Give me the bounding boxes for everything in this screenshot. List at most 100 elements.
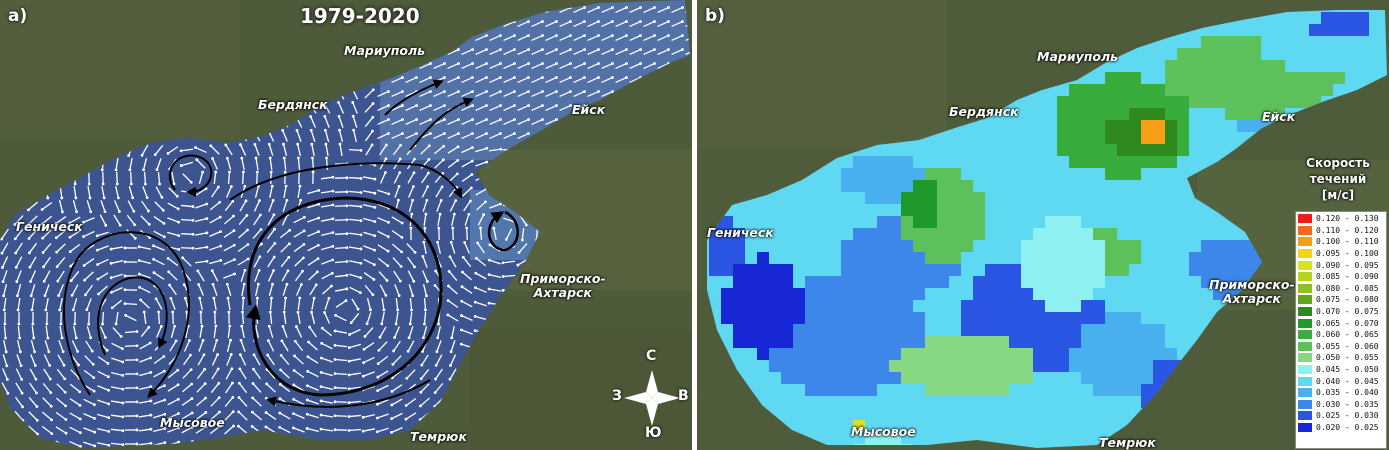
current-vector-head: [1, 266, 4, 269]
speed-cell: [1069, 288, 1081, 300]
current-vector-head: [190, 382, 193, 386]
current-vector-head: [447, 270, 451, 273]
current-vector: [282, 200, 288, 212]
current-vector: [475, 161, 487, 167]
current-vector-head: [44, 308, 48, 312]
current-vector-head: [243, 268, 247, 272]
current-vector-head: [411, 198, 414, 202]
speed-cell: [1273, 72, 1285, 84]
speed-cell: [745, 336, 757, 348]
current-vector-head: [345, 232, 349, 236]
speed-cell: [877, 168, 889, 180]
current-vector-head: [109, 276, 113, 280]
current-vector: [517, 104, 529, 112]
current-vector: [503, 118, 515, 126]
current-vector-head: [597, 34, 600, 37]
current-vector: [97, 413, 109, 419]
speed-cell: [1021, 300, 1033, 312]
current-vector-head: [271, 282, 274, 286]
current-vector: [240, 270, 246, 282]
current-vector: [320, 190, 334, 194]
current-vector: [16, 354, 22, 366]
current-vector-head: [27, 237, 31, 240]
city-berdyansk-b: Бердянск: [949, 104, 1019, 119]
current-vector-head: [270, 296, 273, 300]
speed-cell: [973, 216, 985, 228]
speed-cell: [805, 336, 817, 348]
current-vector-head: [485, 104, 488, 107]
current-vector-head: [474, 256, 478, 260]
current-vector-head: [639, 20, 642, 23]
current-vector-head: [413, 157, 416, 161]
speed-cell: [865, 432, 877, 444]
current-vector-head: [245, 214, 249, 217]
speed-cell: [1117, 132, 1129, 144]
current-vector: [348, 428, 362, 432]
speed-cell: [769, 336, 781, 348]
current-vector-head: [404, 404, 408, 407]
speed-cell: [889, 324, 901, 336]
speed-cell: [865, 324, 877, 336]
speed-cell: [985, 384, 997, 396]
current-vector: [334, 330, 348, 334]
current-vector-head: [312, 296, 316, 300]
current-vector-head: [132, 209, 136, 213]
current-vector: [475, 104, 487, 112]
current-vector-head: [474, 271, 478, 275]
speed-cell: [877, 156, 889, 168]
current-vector-head: [107, 402, 111, 406]
current-vector: [197, 270, 205, 282]
speed-cell: [1069, 324, 1081, 336]
current-vector: [379, 326, 387, 338]
speed-cell: [1237, 60, 1249, 72]
speed-cell: [1069, 84, 1081, 96]
speed-cell: [1189, 72, 1201, 84]
compass-north: С: [646, 348, 657, 364]
current-vector-head: [3, 322, 7, 326]
current-vector-head: [286, 269, 290, 273]
current-vector-head: [232, 214, 235, 218]
current-vector-head: [278, 397, 282, 401]
current-vector-head: [443, 132, 446, 135]
current-vector-head: [569, 34, 572, 37]
current-vector: [477, 214, 485, 226]
current-vector: [615, 34, 627, 42]
current-vector: [420, 383, 430, 393]
current-vector: [237, 243, 249, 253]
current-vector-head: [611, 90, 614, 93]
speed-cell: [901, 180, 913, 192]
current-vector: [464, 242, 470, 254]
current-vector: [115, 186, 119, 198]
current-vector: [282, 284, 288, 296]
current-vector-head: [485, 146, 489, 150]
current-vector-head: [194, 146, 197, 149]
current-vector-head: [470, 159, 474, 163]
current-vector: [475, 34, 487, 42]
current-vector: [209, 201, 221, 211]
current-vector-head: [474, 286, 477, 290]
speed-cell: [901, 336, 913, 348]
current-vector: [111, 371, 123, 377]
speed-cell: [865, 348, 877, 360]
current-vector: [366, 298, 372, 310]
current-vector: [195, 217, 207, 223]
current-vector-head: [35, 418, 39, 422]
current-vector: [321, 231, 333, 237]
current-vector-head: [89, 336, 93, 340]
current-vector-head: [541, 20, 544, 23]
speed-cell: [1105, 132, 1117, 144]
current-vector-head: [309, 115, 313, 118]
current-vector: [307, 258, 319, 266]
current-vector-head: [191, 246, 195, 250]
current-vector-head: [362, 361, 365, 364]
current-vector: [255, 297, 259, 311]
current-vector-head: [97, 292, 100, 296]
current-vector: [349, 286, 361, 294]
current-vector: [283, 297, 287, 311]
speed-cell: [1057, 360, 1069, 372]
current-vector: [391, 230, 403, 238]
current-vector: [419, 104, 431, 112]
speed-cell: [1153, 84, 1165, 96]
current-vector-head: [344, 299, 348, 303]
current-vector: [69, 216, 81, 224]
